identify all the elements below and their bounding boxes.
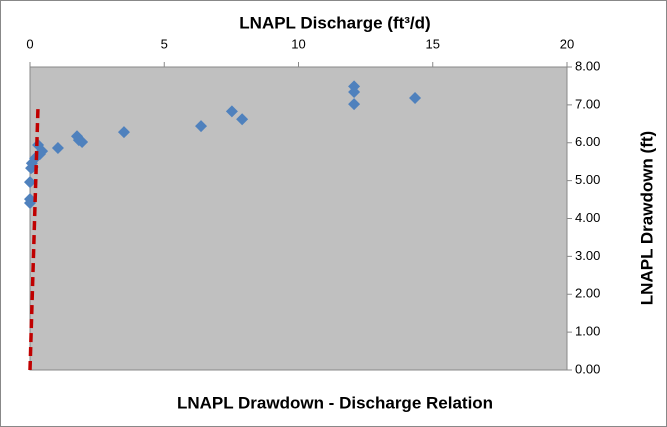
trend-line xyxy=(28,104,40,371)
data-point xyxy=(348,98,361,111)
y-tick-label: 8.00 xyxy=(575,58,600,73)
data-point xyxy=(25,162,38,175)
data-point xyxy=(76,135,89,148)
y-tick-label: 3.00 xyxy=(575,248,600,263)
y-tick-label: 4.00 xyxy=(575,210,600,225)
data-point xyxy=(24,176,36,189)
plot-area xyxy=(29,66,568,371)
y-tick-label: 6.00 xyxy=(575,134,600,149)
x-tick-label: 20 xyxy=(560,36,574,51)
data-point xyxy=(348,85,361,98)
data-point xyxy=(409,92,422,105)
data-point xyxy=(24,196,36,209)
y-tick-label: 1.00 xyxy=(575,324,600,339)
x-axis-title: LNAPL Discharge (ft³/d) xyxy=(239,13,430,32)
x-tick-label: 10 xyxy=(291,36,305,51)
y-tick-label: 7.00 xyxy=(575,96,600,111)
data-point xyxy=(225,105,238,118)
data-point xyxy=(117,126,130,139)
y-tick-label: 2.00 xyxy=(575,286,600,301)
y-axis-title: LNAPL Drawdown (ft) xyxy=(637,131,656,305)
x-tick-label: 5 xyxy=(161,36,168,51)
data-point xyxy=(236,113,249,126)
data-point xyxy=(195,120,208,133)
y-tick-label: 5.00 xyxy=(575,172,600,187)
chart-title: LNAPL Drawdown - Discharge Relation xyxy=(177,393,493,412)
x-tick-label: 0 xyxy=(26,36,33,51)
data-point xyxy=(51,142,64,155)
x-tick-label: 15 xyxy=(426,36,440,51)
y-tick-label: 0.00 xyxy=(575,361,600,376)
